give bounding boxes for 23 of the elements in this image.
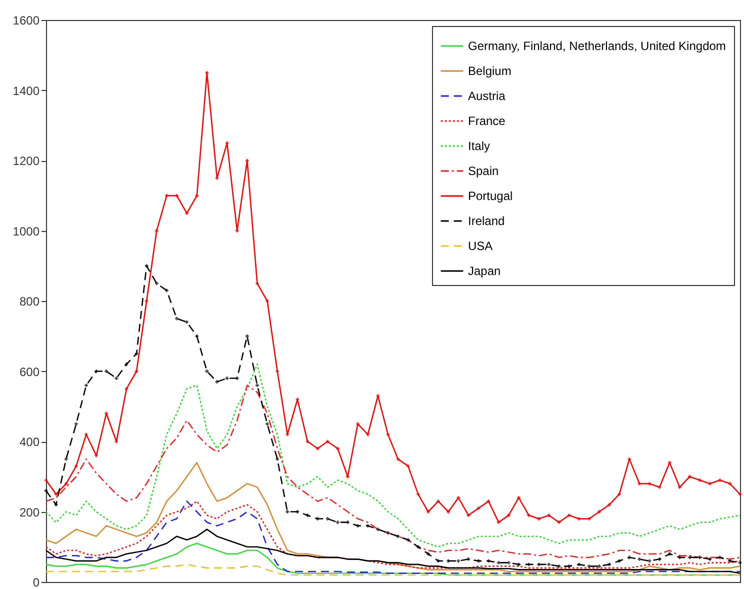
y-tick-label: 1200	[12, 154, 40, 168]
legend-label: Italy	[468, 139, 490, 153]
legend-label: Ireland	[468, 214, 505, 228]
y-tick-label: 200	[19, 505, 40, 520]
y-tick-label: 800	[19, 294, 40, 308]
legend-label: Spain	[468, 164, 499, 178]
y-tick-label: 400	[19, 435, 40, 449]
y-tick-label: 1400	[12, 84, 40, 98]
line-series	[45, 528, 741, 574]
line-series	[45, 564, 741, 576]
y-tick-label: 1000	[12, 224, 40, 238]
legend-label: Austria	[468, 89, 506, 103]
y-tick-label: 0	[32, 576, 40, 589]
line-series	[45, 364, 741, 548]
line-series	[45, 462, 741, 572]
legend-label: Belgium	[468, 64, 512, 78]
legend-label: Portugal	[468, 189, 513, 203]
legend-label: France	[468, 114, 506, 128]
legend-label: Japan	[468, 264, 501, 278]
y-tick-label: 1600	[12, 14, 40, 28]
y-tick-label: 600	[19, 364, 40, 379]
legend-label: Germany, Finland, Netherlands, United Kingdom	[468, 39, 726, 53]
legend-label: USA	[468, 239, 493, 253]
